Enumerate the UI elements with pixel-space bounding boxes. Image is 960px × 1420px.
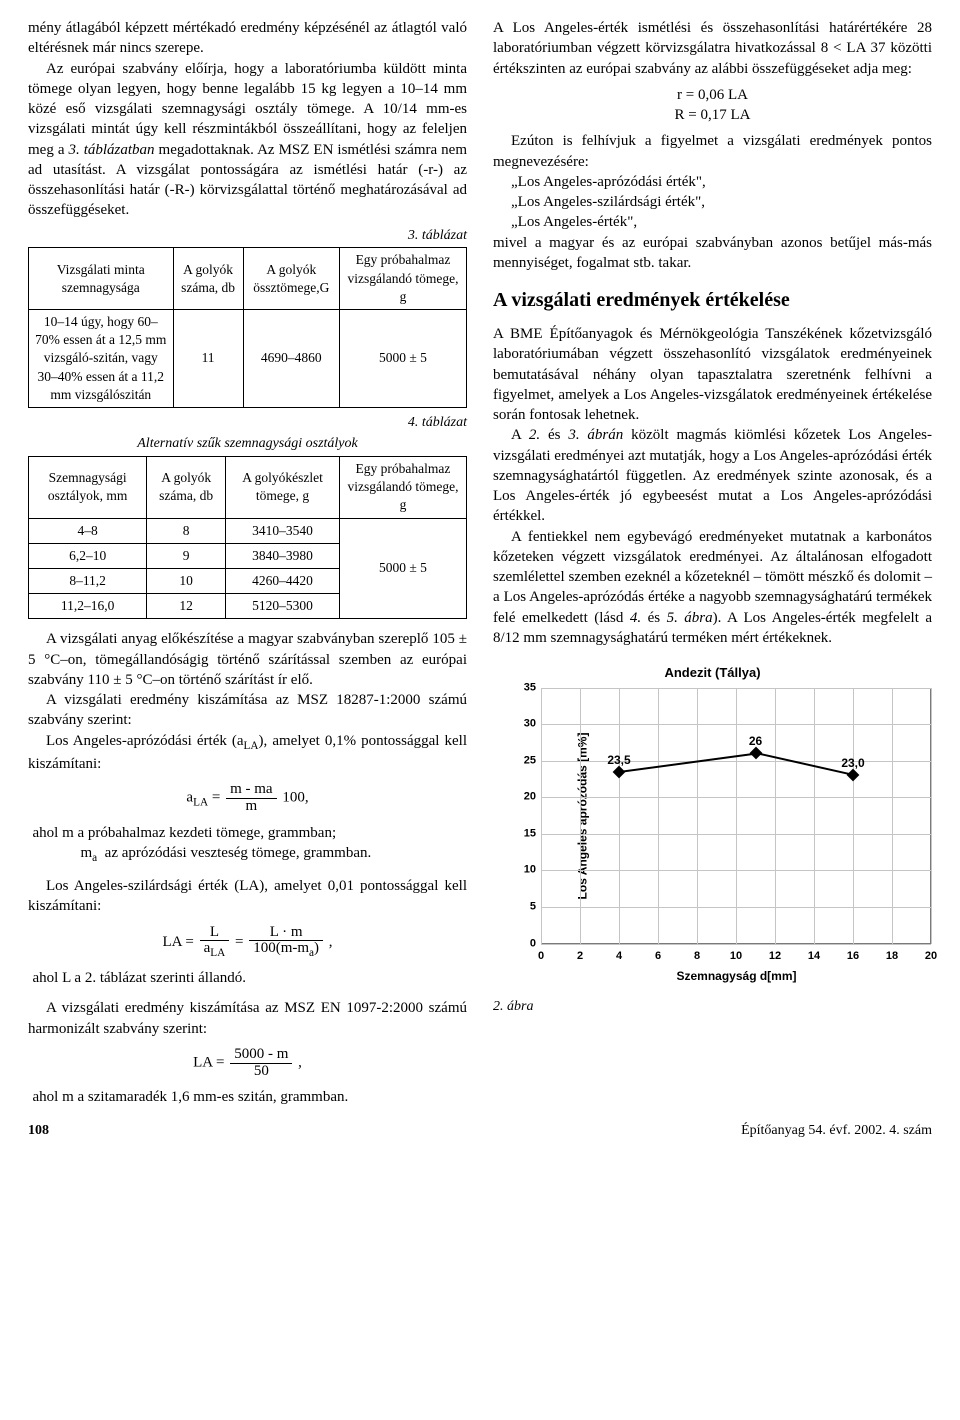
para: A vizsgálati eredmény kiszámítása az MSZ… [28,998,467,1039]
para: A 2. és 3. ábrán közölt magmás kiömlési … [493,425,932,526]
page-footer: 108 Építőanyag 54. évf. 2002. 4. szám [28,1122,932,1141]
eq: R = 0,17 LA [493,105,932,125]
chart-plot-area: Los Angeles aprózódás [m%] 0246810121416… [541,688,931,944]
para: A BME Építőanyagok és Mérnökgeológia Tan… [493,324,932,425]
table4-caption: 4. táblázat [28,414,467,433]
para: mény átlagából képzett mértékadó eredmén… [28,18,467,59]
chart-andezit: Andezit (Tállya) Los Angeles aprózódás [… [493,664,932,984]
figure-caption: 2. ábra [493,998,932,1017]
formula3: LA = 5000 - m50 , [28,1047,467,1080]
para: A fentiekkel nem egybevágó eredményeket … [493,527,932,649]
table4: Szemnagysági osztályok, mm A golyók szám… [28,456,467,620]
table4-subtitle: Alternatív szűk szemnagysági osztályok [28,435,467,454]
table3-caption: 3. táblázat [28,227,467,246]
formula2: LA = LaLA = L · m100(m-ma) , [28,925,467,961]
para: Los Angeles-aprózódási érték (aLA), amel… [28,731,467,774]
page-number: 108 [28,1122,49,1141]
para: Los Angeles-szilárdsági érték (LA), amel… [28,876,467,917]
footer-right: Építőanyag 54. évf. 2002. 4. szám [741,1122,932,1141]
formula1: aLA = m - mam 100, [28,782,467,815]
x-axis-title: Szemnagyság d[mm] [541,968,932,984]
para: mivel a magyar és az európai szabványban… [493,233,932,274]
para: A vizsgálati eredmény kiszámítása az MSZ… [28,690,467,731]
where: ahol L a 2. táblázat szerinti állandó. [33,968,468,988]
section-heading: A vizsgálati eredmények értékelése [493,287,932,314]
where: ahol m a próbahalmaz kezdeti tömege, gra… [33,823,468,843]
where: ahol m a szitamaradék 1,6 mm-es szitán, … [33,1087,468,1107]
right-column: A Los Angeles-érték ismétlési és összeha… [493,18,932,1108]
list-item: „Los Angeles-aprózódási érték", [511,172,932,192]
para: A Los Angeles-érték ismétlési és összeha… [493,18,932,79]
eq: r = 0,06 LA [493,85,932,105]
table-row: Vizsgálati minta szemnagysága A golyók s… [29,248,467,310]
list-item: „Los Angeles-szilárdsági érték", [511,192,932,212]
list-item: „Los Angeles-érték", [511,212,932,232]
chart-title: Andezit (Tállya) [493,664,932,682]
para: Ezúton is felhívjuk a figyelmet a vizsgá… [493,131,932,172]
table-row: 10–14 úgy, hogy 60–70% essen át a 12,5 m… [29,310,467,408]
table-row: 4–8 8 3410–3540 5000 ± 5 [29,518,467,543]
where: ma az aprózódási veszteség tömege, gramm… [81,843,468,866]
left-column: mény átlagából képzett mértékadó eredmén… [28,18,467,1108]
table-row: Szemnagysági osztályok, mm A golyók szám… [29,456,467,518]
table3: Vizsgálati minta szemnagysága A golyók s… [28,247,467,408]
para: A vizsgálati anyag előkészítése a magyar… [28,629,467,690]
para: Az európai szabvány előírja, hogy a labo… [28,59,467,221]
